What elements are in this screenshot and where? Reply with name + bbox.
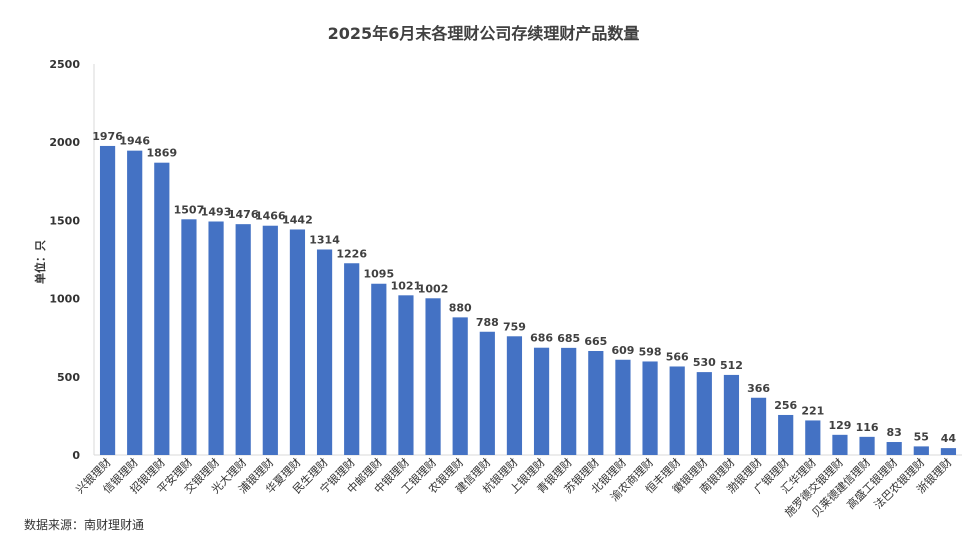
data-label: 116 (856, 421, 879, 434)
bar (642, 361, 658, 455)
data-label: 566 (666, 350, 689, 363)
bar (750, 397, 767, 455)
data-label: 1869 (147, 147, 178, 160)
data-label: 83 (887, 426, 902, 439)
y-tick-label: 2000 (49, 136, 80, 149)
data-label: 1226 (336, 247, 367, 260)
bar (886, 442, 902, 455)
data-label: 598 (639, 345, 662, 358)
data-label: 1946 (119, 135, 150, 148)
data-label: 1314 (309, 233, 340, 246)
bar (669, 366, 685, 455)
data-label: 55 (914, 430, 929, 443)
data-label: 685 (557, 332, 580, 345)
bar (99, 145, 116, 455)
source-note: 数据来源：南财理财通 (24, 518, 145, 532)
bar (805, 420, 821, 455)
y-tick-label: 500 (57, 371, 80, 384)
bar (208, 221, 224, 455)
bar (778, 414, 794, 455)
data-label: 1493 (201, 205, 232, 218)
bar (533, 347, 550, 455)
bar (181, 219, 197, 455)
data-label: 530 (693, 356, 716, 369)
bar (371, 283, 387, 455)
data-label: 129 (828, 419, 851, 432)
bar (235, 224, 251, 455)
data-label: 609 (611, 344, 634, 357)
data-label: 1021 (391, 279, 422, 292)
chart-title: 2025年6月末各理财公司存续理财产品数量 (327, 24, 640, 43)
bar (452, 317, 468, 455)
bar (832, 434, 848, 455)
bar (316, 249, 333, 455)
bar (588, 350, 604, 455)
data-label: 1507 (174, 203, 205, 216)
bar (913, 446, 929, 455)
y-tick-label: 1500 (49, 214, 80, 227)
bar (262, 225, 278, 455)
data-label: 1095 (364, 268, 395, 281)
bar (859, 436, 875, 455)
bar (561, 347, 577, 455)
bar (940, 448, 957, 455)
bar (127, 150, 143, 455)
data-label: 1976 (92, 130, 123, 143)
data-label: 759 (503, 320, 526, 333)
data-label: 1476 (228, 208, 259, 221)
y-tick-label: 0 (72, 449, 80, 462)
bar (154, 162, 170, 455)
data-label: 788 (476, 316, 499, 329)
data-label: 686 (530, 332, 553, 345)
bar (398, 295, 414, 455)
data-label: 221 (801, 404, 824, 417)
data-label: 665 (584, 335, 607, 348)
data-label: 44 (941, 432, 957, 445)
data-label: 256 (774, 399, 797, 412)
data-label: 1442 (282, 213, 313, 226)
bar (615, 359, 631, 455)
bar (696, 372, 712, 455)
data-label: 366 (747, 382, 770, 395)
data-label: 1002 (418, 282, 449, 295)
bar (506, 336, 523, 455)
bar (425, 298, 441, 455)
bar (479, 331, 495, 455)
data-label: 880 (449, 301, 472, 314)
y-tick-label: 2500 (49, 58, 80, 71)
bar (344, 263, 360, 455)
data-label: 1466 (255, 210, 286, 223)
data-label: 512 (720, 359, 743, 372)
bar (289, 229, 306, 455)
y-axis-label: 单位：只 (33, 240, 47, 284)
y-tick-label: 1000 (49, 293, 80, 306)
bar (723, 374, 740, 455)
